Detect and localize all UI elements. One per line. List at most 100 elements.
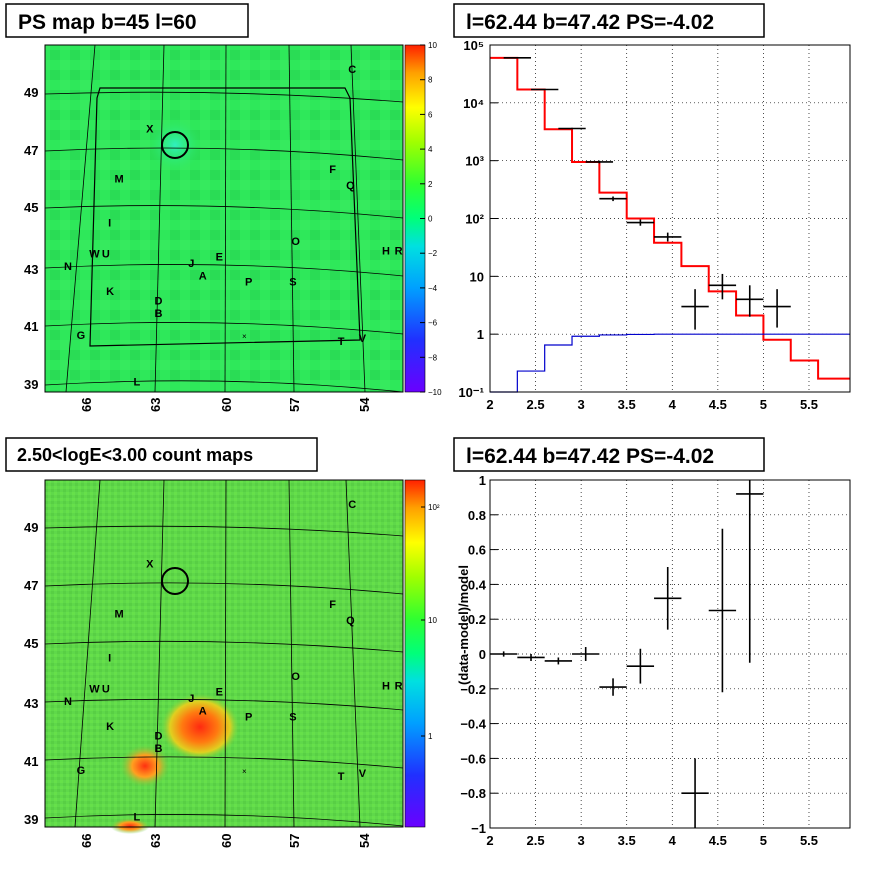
spectrum-y-tick: 10 [470, 269, 484, 284]
spectrum-y-tick: 10⁵ [463, 38, 484, 53]
count-map-hotspot-L [110, 818, 150, 834]
spectrum-y-tick: 1 [477, 327, 484, 342]
spectrum-x-tick: 3.5 [618, 397, 636, 412]
ps-map-center-cross: × [242, 332, 247, 341]
ps-colorbar-tick-label: 6 [428, 110, 433, 119]
source-label-C: C [348, 64, 356, 76]
source-label-J: J [188, 693, 194, 705]
count-map-title-box [5, 437, 318, 472]
ps-map-y-tick: 41 [24, 319, 38, 334]
source-label-A: A [199, 270, 207, 282]
source-label-E: E [216, 252, 223, 264]
source-label-G: G [77, 765, 86, 777]
residual-y-tick: −0.2 [460, 682, 486, 697]
ps-map-cyan-blob [147, 117, 203, 173]
residual-x-tick: 5 [760, 833, 767, 848]
spectrum-x-tick: 4.5 [709, 397, 727, 412]
residual-y-tick: −0.8 [460, 786, 486, 801]
spectrum-x-tick: 3 [578, 397, 585, 412]
count-map-y-tick: 49 [24, 520, 38, 535]
residual-x-tick: 5.5 [800, 833, 818, 848]
residual-y-tick: 1 [479, 473, 486, 488]
count-map-title: 2.50<logE<3.00 count maps [17, 445, 253, 465]
ps-map-y-ticks: 49 47 45 43 41 39 [24, 85, 38, 392]
count-map-y-tick: 39 [24, 812, 38, 827]
count-map-target-circle [161, 567, 189, 595]
count-map-center-cross: × [242, 767, 247, 776]
ps-map-y-tick: 49 [24, 85, 38, 100]
spectrum-y-tick: 10⁻¹ [458, 385, 484, 400]
spectrum-x-tick: 4 [669, 397, 677, 412]
spectrum-model-line [490, 56, 850, 380]
count-map-grid [44, 479, 404, 828]
residual-x-tick: 4.5 [709, 833, 727, 848]
source-label-U: U [102, 684, 110, 696]
spectrum-x-tick: 5.5 [800, 397, 818, 412]
count-map-colorbar-tick: 1 [428, 732, 433, 741]
source-label-M: M [114, 174, 123, 186]
source-label-X: X [146, 559, 154, 571]
ps-colorbar-tick-label: 8 [428, 76, 433, 85]
source-label-V: V [359, 333, 367, 345]
ps-map-target-circle [161, 131, 189, 159]
source-label-I: I [108, 652, 111, 664]
source-label-W: W [89, 684, 100, 696]
residual-y-tick: 0.8 [468, 508, 486, 523]
residual-frame [489, 479, 851, 829]
source-label-B: B [155, 308, 163, 320]
count-map-x-tick: 63 [148, 834, 163, 848]
count-map-y-tick: 47 [24, 578, 38, 593]
count-map-hotspot-A [160, 693, 240, 761]
ps-map-frame [44, 44, 404, 393]
ps-map-y-tick: 39 [24, 377, 38, 392]
ps-map-y-tick: 45 [24, 200, 38, 215]
source-label-O: O [291, 236, 300, 248]
source-label-T: T [338, 336, 345, 348]
spectrum-panel: l=62.44 b=47.42 PS=-4.02 2 2.5 3 3.5 4 4.5 5 5.… [453, 3, 851, 412]
count-map-colorbar-tick: 10 [428, 616, 437, 625]
residual-y-axis-label: (data-model)/model [456, 565, 471, 685]
residual-panel: l=62.44 b=47.42 PS=-4.02 2 2.5 3 3.5 4 4.5 5 5.… [453, 437, 851, 848]
source-label-N: N [64, 261, 72, 273]
count-map-y-ticks: 49 47 45 43 41 39 [24, 520, 38, 827]
ps-colorbar-tick-label: −4 [428, 284, 438, 293]
source-label-K: K [106, 721, 114, 733]
source-label-P: P [245, 712, 252, 724]
residual-title: l=62.44 b=47.42 PS=-4.02 [466, 445, 714, 468]
ps-map-grid [44, 44, 404, 393]
ps-colorbar-tick-label: 4 [428, 145, 433, 154]
source-label-B: B [155, 743, 163, 755]
count-map-y-tick: 45 [24, 636, 38, 651]
spectrum-x-tick: 5 [760, 397, 767, 412]
residual-x-tick: 3 [578, 833, 585, 848]
ps-colorbar-tick-label: −6 [428, 319, 438, 328]
ps-map-x-tick: 54 [357, 397, 372, 412]
source-label-H: H [382, 680, 390, 692]
spectrum-x-tick: 2.5 [527, 397, 545, 412]
ps-colorbar-tick-label: −2 [428, 249, 438, 258]
source-label-Q: Q [346, 180, 355, 192]
source-label-D: D [155, 295, 163, 307]
ps-map-x-ticks: 66 63 60 57 54 [79, 397, 372, 412]
ps-map-source-labels: C X FQ M I O W U H R N J EA P S K DB G T V L [64, 64, 403, 389]
spectrum-plot: 2 2.5 3 3.5 4 4.5 5 5.5 10⁻¹ 1 10 10² 10³ 10⁴ 10⁵ [458, 38, 851, 412]
source-label-O: O [291, 671, 300, 683]
ps-map-title: PS map b=45 l=60 [18, 11, 197, 34]
ps-colorbar-tick-label: 2 [428, 180, 433, 189]
source-label-A: A [199, 705, 207, 717]
source-label-E: E [216, 687, 223, 699]
count-map-x-tick: 54 [357, 833, 372, 848]
count-map-colorbar [404, 479, 426, 828]
ps-colorbar-tick-label: 0 [428, 215, 433, 224]
ps-map-x-tick: 57 [287, 398, 302, 412]
ps-map-plot-area [45, 45, 403, 392]
residual-y-tick: −0.4 [460, 717, 486, 732]
ps-map-x-tick: 63 [148, 398, 163, 412]
ps-map-y-tick: 43 [24, 262, 38, 277]
residual-x-tick: 4 [669, 833, 677, 848]
spectrum-title: l=62.44 b=47.42 PS=-4.02 [466, 11, 714, 34]
ps-map-panel: PS map b=45 l=60 × C X FQ M I O W U H R N J EA P S K DB G… [5, 3, 442, 412]
spectrum-x-tick: 2 [486, 397, 493, 412]
source-label-S: S [289, 712, 296, 724]
count-map-frame [44, 479, 404, 828]
